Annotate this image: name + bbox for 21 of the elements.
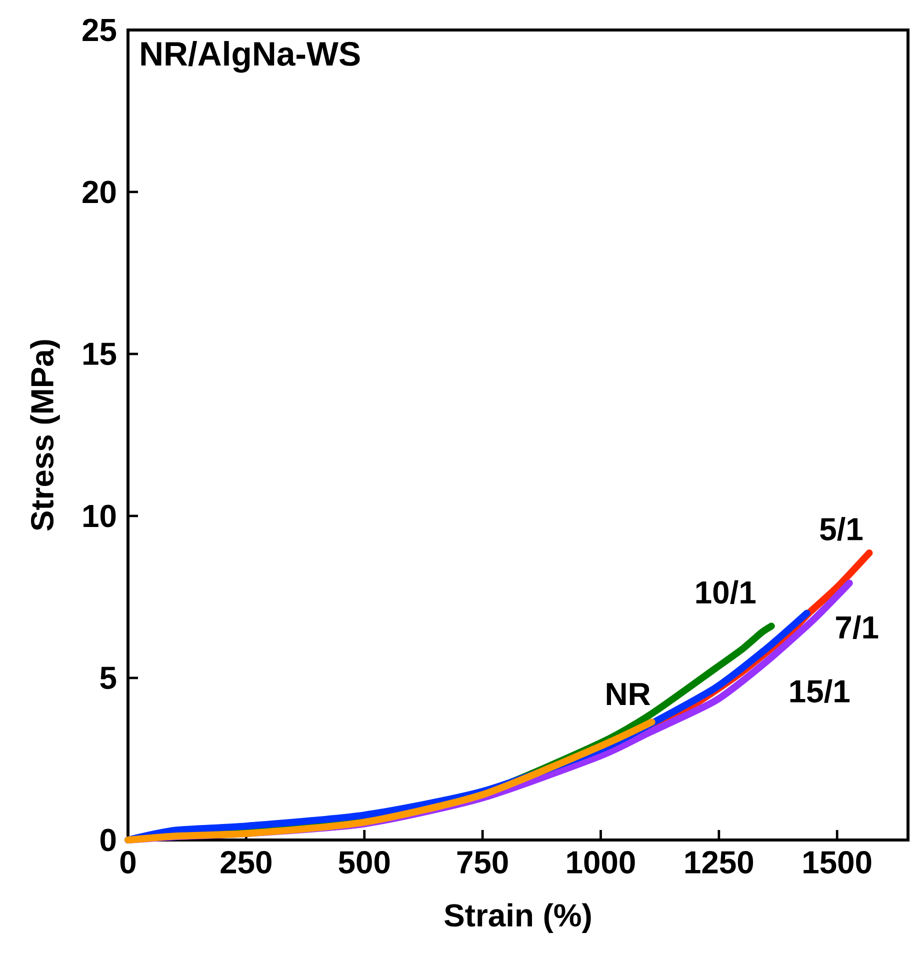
x-axis-title: Strain (%) [444, 903, 591, 933]
y-tick-label: 15 [84, 342, 116, 366]
series-label: 10/1 [696, 580, 756, 604]
x-tick-label: 250 [220, 851, 272, 874]
x-tick-label: 1000 [567, 851, 635, 874]
series-label: 15/1 [790, 679, 850, 703]
y-tick-label: 20 [82, 180, 116, 204]
y-tick-label: 5 [100, 666, 116, 690]
y-axis-title: Stress (MPa) [30, 340, 60, 531]
x-tick-label: 0 [120, 851, 136, 874]
series-label: 7/1 [836, 615, 878, 640]
x-tick-label: 1250 [685, 851, 754, 874]
series-label: NR [606, 683, 650, 706]
y-tick-label: 25 [82, 18, 116, 42]
x-tick-label: 750 [457, 851, 508, 874]
y-tick-label: 0 [100, 828, 116, 852]
series-label: 5/1 [820, 517, 863, 541]
chart-title: NR/AlgNa-WS [141, 41, 360, 73]
x-tick-label: 500 [338, 851, 390, 874]
x-tick-label: 1500 [804, 851, 872, 874]
y-tick-label: 10 [84, 504, 116, 528]
